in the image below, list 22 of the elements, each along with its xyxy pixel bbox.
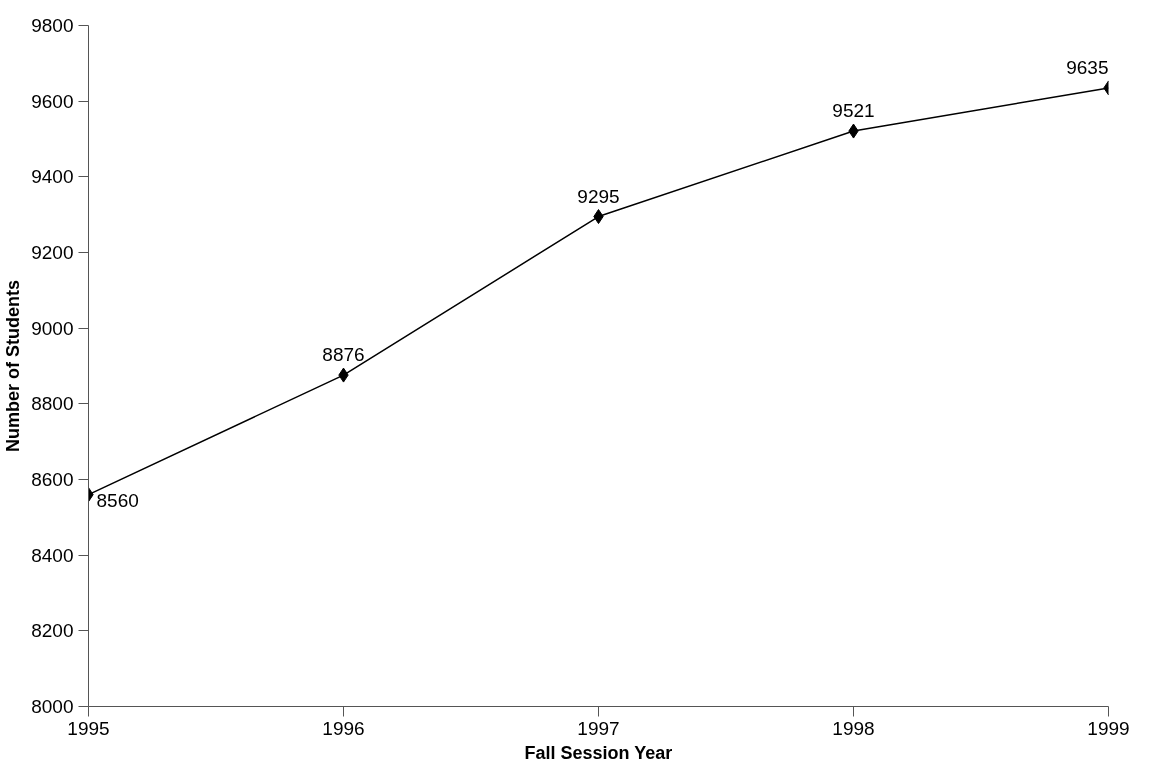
x-tick-label: 1999 (1087, 717, 1130, 739)
y-tick-label: 8600 (31, 469, 74, 490)
y-tick-label: 8800 (31, 393, 74, 415)
x-tick-label: 1995 (67, 717, 110, 739)
y-tick-label: 8000 (31, 696, 74, 717)
y-tick-label: 8200 (31, 620, 74, 642)
y-tick-label: 9800 (31, 15, 74, 36)
y-tick-label: 9400 (31, 166, 74, 188)
data-label: 9635 (1066, 56, 1109, 78)
x-tick-label: 1996 (322, 717, 365, 739)
x-tick-label: 1998 (832, 717, 875, 739)
x-tick-label: 1997 (577, 717, 620, 739)
data-label: 9521 (832, 100, 875, 122)
data-label: 8560 (96, 489, 139, 511)
data-label: 8876 (322, 344, 365, 366)
data-label: 9295 (577, 185, 620, 207)
y-tick-label: 9600 (31, 90, 74, 112)
y-axis-title: Number of Students (3, 279, 24, 452)
y-tick-label: 9000 (31, 317, 74, 339)
x-axis-title: Fall Session Year (524, 742, 673, 763)
y-tick-label: 9200 (31, 242, 74, 263)
y-tick-label: 8400 (31, 544, 74, 566)
